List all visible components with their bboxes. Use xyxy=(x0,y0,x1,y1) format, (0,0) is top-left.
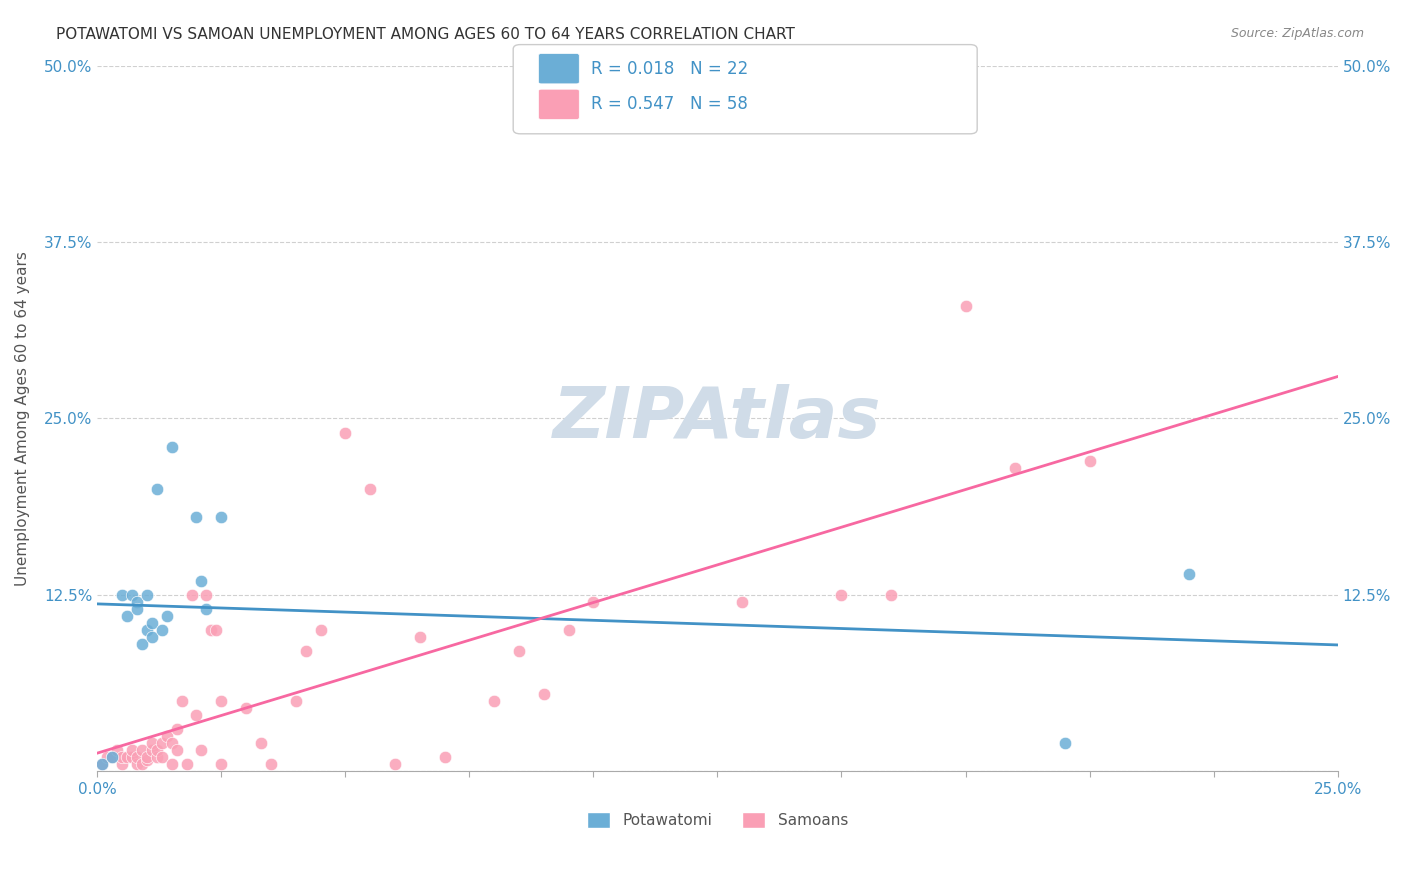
Point xyxy=(195,602,218,616)
Point xyxy=(209,694,232,708)
Point xyxy=(170,694,193,708)
Point xyxy=(533,687,555,701)
Point xyxy=(146,482,169,496)
Point xyxy=(131,637,153,651)
Point xyxy=(150,736,173,750)
Point xyxy=(190,574,212,588)
Point xyxy=(309,624,332,638)
Point xyxy=(131,757,153,772)
Point xyxy=(384,757,406,772)
Point xyxy=(96,750,118,764)
Point xyxy=(91,757,114,772)
Point xyxy=(180,588,202,602)
Point xyxy=(359,482,381,496)
Point xyxy=(115,750,138,764)
Point xyxy=(195,588,218,602)
Point xyxy=(284,694,307,708)
Text: POTAWATOMI VS SAMOAN UNEMPLOYMENT AMONG AGES 60 TO 64 YEARS CORRELATION CHART: POTAWATOMI VS SAMOAN UNEMPLOYMENT AMONG … xyxy=(56,27,796,42)
Text: R = 0.547   N = 58: R = 0.547 N = 58 xyxy=(591,95,748,113)
Point xyxy=(557,624,579,638)
Point xyxy=(115,609,138,624)
Point xyxy=(150,750,173,764)
Text: Source: ZipAtlas.com: Source: ZipAtlas.com xyxy=(1230,27,1364,40)
Point xyxy=(1078,454,1101,468)
Point xyxy=(125,750,148,764)
Point xyxy=(166,743,188,757)
Point xyxy=(125,595,148,609)
Point xyxy=(160,440,183,454)
Point xyxy=(880,588,903,602)
Text: R = 0.018   N = 22: R = 0.018 N = 22 xyxy=(591,60,748,78)
Point xyxy=(156,729,179,743)
Point xyxy=(294,644,316,658)
Point xyxy=(135,753,157,767)
Point xyxy=(141,743,163,757)
Point xyxy=(250,736,273,750)
Point xyxy=(150,624,173,638)
Point xyxy=(101,750,124,764)
Point xyxy=(166,722,188,736)
Point xyxy=(582,595,605,609)
Point xyxy=(190,743,212,757)
Point xyxy=(186,707,208,722)
Point xyxy=(141,736,163,750)
Legend: Potawatomi, Samoans: Potawatomi, Samoans xyxy=(581,806,853,834)
Point xyxy=(205,624,228,638)
Point xyxy=(409,630,432,644)
Point xyxy=(135,750,157,764)
Point xyxy=(1178,566,1201,581)
Y-axis label: Unemployment Among Ages 60 to 64 years: Unemployment Among Ages 60 to 64 years xyxy=(15,251,30,586)
Point xyxy=(91,757,114,772)
Point xyxy=(135,588,157,602)
Point xyxy=(121,588,143,602)
Point xyxy=(830,588,852,602)
Point xyxy=(335,425,357,440)
Point xyxy=(141,630,163,644)
Point xyxy=(146,750,169,764)
Point xyxy=(209,510,232,524)
Point xyxy=(955,299,977,313)
Point xyxy=(1004,461,1026,475)
Point xyxy=(186,510,208,524)
Point xyxy=(160,757,183,772)
Point xyxy=(135,624,157,638)
Point xyxy=(508,644,530,658)
Point xyxy=(105,743,128,757)
Point xyxy=(176,757,198,772)
Text: ZIPAtlas: ZIPAtlas xyxy=(553,384,882,453)
Point xyxy=(125,757,148,772)
Point xyxy=(111,757,134,772)
Point xyxy=(101,750,124,764)
Point xyxy=(235,701,257,715)
Point xyxy=(111,588,134,602)
Point xyxy=(121,750,143,764)
Point xyxy=(160,736,183,750)
Point xyxy=(121,743,143,757)
Point xyxy=(146,743,169,757)
Point xyxy=(200,624,222,638)
Point xyxy=(260,757,283,772)
Point xyxy=(433,750,456,764)
Point xyxy=(482,694,505,708)
Point xyxy=(209,757,232,772)
Point xyxy=(125,602,148,616)
Point xyxy=(156,609,179,624)
Point xyxy=(131,743,153,757)
Point xyxy=(731,595,754,609)
Point xyxy=(141,616,163,631)
Point xyxy=(1053,736,1076,750)
Point xyxy=(111,750,134,764)
